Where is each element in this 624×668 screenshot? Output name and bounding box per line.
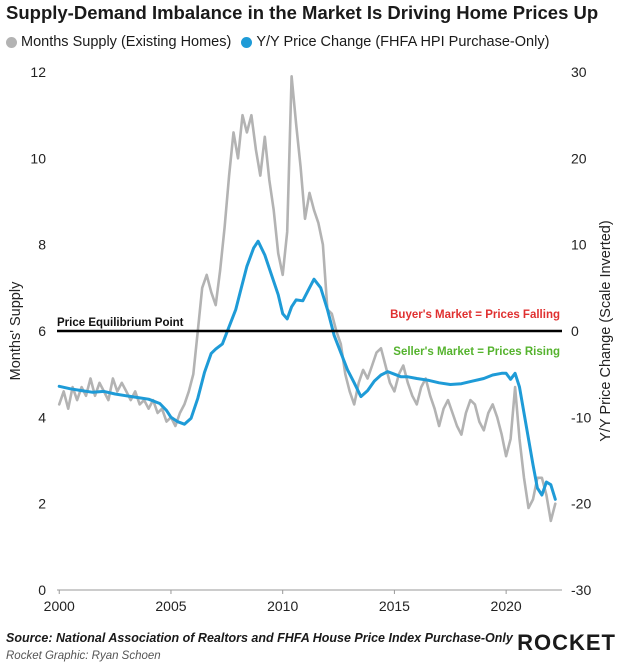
source-note: Source: National Association of Realtors… <box>6 631 513 645</box>
y-left-tick-label: 10 <box>30 150 46 166</box>
y-left-tick-label: 0 <box>38 582 46 598</box>
sellers-market-annotation: Seller's Market = Prices Rising <box>393 346 560 358</box>
y-right-tick-label: 30 <box>571 64 587 80</box>
legend-marker-price-change <box>241 36 253 48</box>
y-left-axis-label: Months' Supply <box>8 281 24 380</box>
legend-marker-months-supply <box>6 36 17 48</box>
y-left-tick-label: 2 <box>38 496 46 512</box>
y-right-tick-label: 20 <box>571 150 587 166</box>
y-right-axis-label: Y/Y Price Change (Scale Inverted) <box>598 220 614 441</box>
legend-item-months-supply: Months Supply (Existing Homes) <box>6 34 231 50</box>
x-tick-label: 2010 <box>267 598 298 614</box>
buyers-market-annotation: Buyer's Market = Prices Falling <box>390 309 560 321</box>
graphic-credit: Rocket Graphic: Ryan Schoen <box>6 650 161 662</box>
x-tick-label: 2005 <box>155 598 186 614</box>
legend-label-price-change: Y/Y Price Change (FHFA HPI Purchase-Only… <box>256 34 550 50</box>
chart-legend: Months Supply (Existing Homes) Y/Y Price… <box>6 34 559 50</box>
x-tick-label: 2020 <box>491 598 522 614</box>
y-left-tick-label: 8 <box>38 237 46 253</box>
y-right-tick-label: -30 <box>571 582 591 598</box>
y-right-tick-label: 0 <box>571 323 579 339</box>
series-line-months-supply <box>57 75 557 523</box>
legend-item-price-change: Y/Y Price Change (FHFA HPI Purchase-Only… <box>241 34 549 50</box>
y-right-tick-label: -20 <box>571 496 591 512</box>
y-right-tick-label: 10 <box>571 237 587 253</box>
x-tick-label: 2000 <box>44 598 75 614</box>
y-right-tick-label: -10 <box>571 409 591 425</box>
annotations-group: Price Equilibrium Point Buyer's Market = … <box>57 309 562 358</box>
series-group <box>57 75 557 523</box>
y-left-tick-label: 12 <box>30 64 46 80</box>
equilibrium-label: Price Equilibrium Point <box>57 317 184 329</box>
y-left-tick-label: 6 <box>38 323 46 339</box>
y-left-tick-label: 4 <box>38 409 46 425</box>
x-tick-label: 2015 <box>379 598 410 614</box>
series-line-price-change <box>57 239 557 501</box>
chart-title: Supply-Demand Imbalance in the Market Is… <box>6 2 599 23</box>
rocket-logo: ROCKET <box>517 630 616 655</box>
legend-label-months-supply: Months Supply (Existing Homes) <box>21 34 232 50</box>
